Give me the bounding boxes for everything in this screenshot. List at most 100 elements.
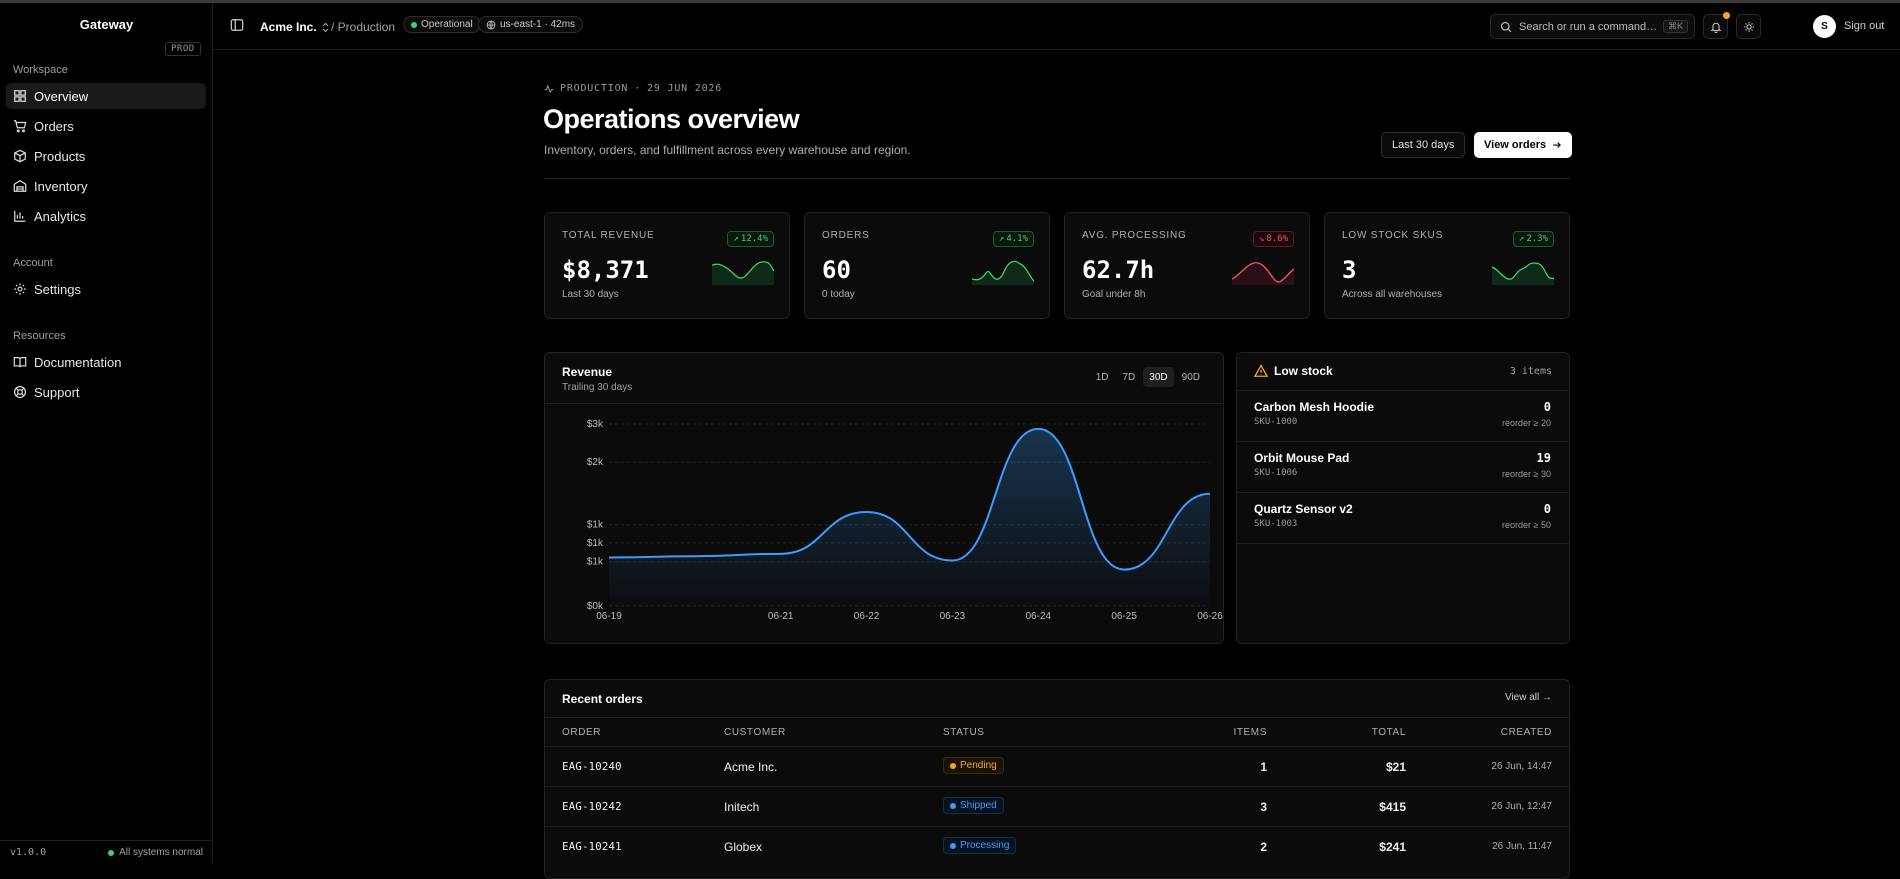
x-tick-label: 06-19 <box>596 611 622 622</box>
stat-delta-value: 4.1% <box>1006 234 1028 244</box>
stat-card-total-revenue[interactable]: TOTAL REVENUE ↗12.4% $8,371 Last 30 days <box>544 212 790 319</box>
column-header-customer[interactable]: CUSTOMER <box>724 727 786 738</box>
sidebar-item-inventory[interactable]: Inventory <box>6 173 206 199</box>
status-badge: Processing <box>943 837 1016 854</box>
sidebar-toggle-icon[interactable] <box>230 18 244 32</box>
column-header-created[interactable]: CREATED <box>1501 727 1552 738</box>
sidebar-footer: v1.0.0 All systems normal <box>0 840 213 863</box>
x-tick-label: 06-24 <box>1025 611 1051 622</box>
section-label-resources: Resources <box>13 330 66 342</box>
eyebrow-separator: · <box>634 83 641 94</box>
table-row[interactable]: EAG-10241 Globex Processing 2 $241 26 Ju… <box>545 826 1569 866</box>
sidebar-item-analytics[interactable]: Analytics <box>6 203 206 229</box>
sidebar-item-documentation[interactable]: Documentation <box>6 349 206 375</box>
stat-delta-badge: ↗12.4% <box>727 231 774 247</box>
y-tick-label: $1k <box>587 538 604 549</box>
sidebar-item-overview[interactable]: Overview <box>6 83 206 109</box>
trend-up-icon: ↗ <box>733 234 738 244</box>
column-header-order[interactable]: ORDER <box>562 727 601 738</box>
bell-icon <box>1710 21 1722 33</box>
order-id: EAG-10240 <box>562 760 622 773</box>
app-version: v1.0.0 <box>10 847 46 858</box>
avatar[interactable]: S <box>1813 15 1836 38</box>
arrow-right-icon <box>1552 140 1562 150</box>
x-tick-label: 06-23 <box>940 611 966 622</box>
breadcrumb[interactable]: / Production <box>331 20 395 34</box>
status-pill: Operational <box>403 16 481 33</box>
sign-out-link[interactable]: Sign out <box>1844 20 1884 32</box>
sidebar-item-label: Products <box>34 149 85 164</box>
column-header-status[interactable]: STATUS <box>943 727 985 738</box>
range-tab-30d[interactable]: 30D <box>1143 367 1173 387</box>
created-at: 26 Jun, 11:47 <box>1492 841 1552 852</box>
search-icon <box>1500 21 1512 33</box>
stat-label: LOW STOCK SKUS <box>1342 230 1443 241</box>
bar-chart-icon <box>13 209 27 223</box>
order-id: EAG-10241 <box>562 840 622 853</box>
sparkline <box>972 259 1034 285</box>
low-stock-item[interactable]: Carbon Mesh Hoodie SKU-1000 0 reorder ≥ … <box>1237 390 1568 441</box>
low-stock-item[interactable]: Orbit Mouse Pad SKU-1006 19 reorder ≥ 30 <box>1237 441 1568 492</box>
header-divider <box>544 178 1570 179</box>
warning-icon <box>1254 364 1268 378</box>
trend-up-icon: ↗ <box>1519 234 1524 244</box>
range-tab-90d[interactable]: 90D <box>1176 367 1206 387</box>
date-range-button[interactable]: Last 30 days <box>1381 132 1465 158</box>
view-all-link[interactable]: View all → <box>1505 692 1552 703</box>
stat-delta-badge: ↗2.3% <box>1513 231 1554 247</box>
sidebar-item-label: Overview <box>34 89 88 104</box>
sparkline <box>1232 259 1294 285</box>
created-at: 26 Jun, 14:47 <box>1491 761 1552 772</box>
status-dot-icon <box>108 850 114 856</box>
theme-toggle-button[interactable] <box>1736 14 1761 39</box>
sidebar-item-orders[interactable]: Orders <box>6 113 206 139</box>
low-stock-item[interactable]: Quartz Sensor v2 SKU-1003 0 reorder ≥ 50 <box>1237 492 1568 543</box>
order-id: EAG-10242 <box>562 800 622 813</box>
stat-card-avg-processing[interactable]: AVG. PROCESSING ↘8.6% 62.7h Goal under 8… <box>1064 212 1310 319</box>
created-at: 26 Jun, 12:47 <box>1491 801 1552 812</box>
revenue-card-title: Revenue <box>562 365 612 379</box>
range-tab-1d[interactable]: 1D <box>1090 367 1115 387</box>
sidebar-item-support[interactable]: Support <box>6 379 206 405</box>
notifications-button[interactable] <box>1703 14 1728 39</box>
globe-icon <box>486 20 496 30</box>
low-stock-header: Low stock <box>1254 364 1333 378</box>
book-icon <box>13 355 27 369</box>
y-tick-label: $2k <box>587 457 604 468</box>
sidebar-item-settings[interactable]: Settings <box>6 276 206 302</box>
stat-value: $8,371 <box>562 256 649 284</box>
stat-card-low-stock-skus[interactable]: LOW STOCK SKUS ↗2.3% 3 Across all wareho… <box>1324 212 1570 319</box>
status-dot-icon <box>950 763 956 769</box>
item-quantity: 0 <box>1544 400 1551 414</box>
brand-logo[interactable]: Gateway <box>0 17 213 32</box>
order-total: $241 <box>1379 840 1406 854</box>
view-orders-label: View orders <box>1484 139 1546 151</box>
column-header-total[interactable]: TOTAL <box>1372 727 1406 738</box>
stat-card-orders[interactable]: ORDERS ↗4.1% 60 0 today <box>804 212 1050 319</box>
revenue-area <box>609 429 1210 606</box>
stat-caption: Across all warehouses <box>1342 289 1442 300</box>
status-dot-icon <box>950 843 956 849</box>
eyebrow-date: 29 JUN 2026 <box>647 83 722 94</box>
org-switcher[interactable]: Acme Inc. <box>260 20 330 34</box>
box-icon <box>13 149 27 163</box>
org-name: Acme Inc. <box>260 20 317 34</box>
item-count: 2 <box>1260 840 1267 854</box>
customer-name: Initech <box>724 800 759 814</box>
column-header-items[interactable]: ITEMS <box>1233 727 1267 738</box>
x-tick-label: 06-21 <box>768 611 794 622</box>
system-status-label: All systems normal <box>119 847 203 858</box>
recent-orders-card: Recent orders View all → ORDER CUSTOMER … <box>544 679 1570 879</box>
table-row[interactable]: EAG-10240 Acme Inc. Pending 1 $21 26 Jun… <box>545 746 1569 786</box>
cart-icon <box>13 119 27 133</box>
sparkline <box>712 259 774 285</box>
view-orders-button[interactable]: View orders <box>1474 132 1572 158</box>
status-badge: Shipped <box>943 797 1004 814</box>
stat-value: 3 <box>1342 256 1356 284</box>
item-count: 1 <box>1260 760 1267 774</box>
sidebar-item-products[interactable]: Products <box>6 143 206 169</box>
table-row[interactable]: EAG-10242 Initech Shipped 3 $415 26 Jun,… <box>545 786 1569 826</box>
range-tab-7d[interactable]: 7D <box>1116 367 1141 387</box>
command-search[interactable]: Search or run a command… ⌘K <box>1490 14 1695 39</box>
item-sku: SKU-1006 <box>1254 468 1297 478</box>
